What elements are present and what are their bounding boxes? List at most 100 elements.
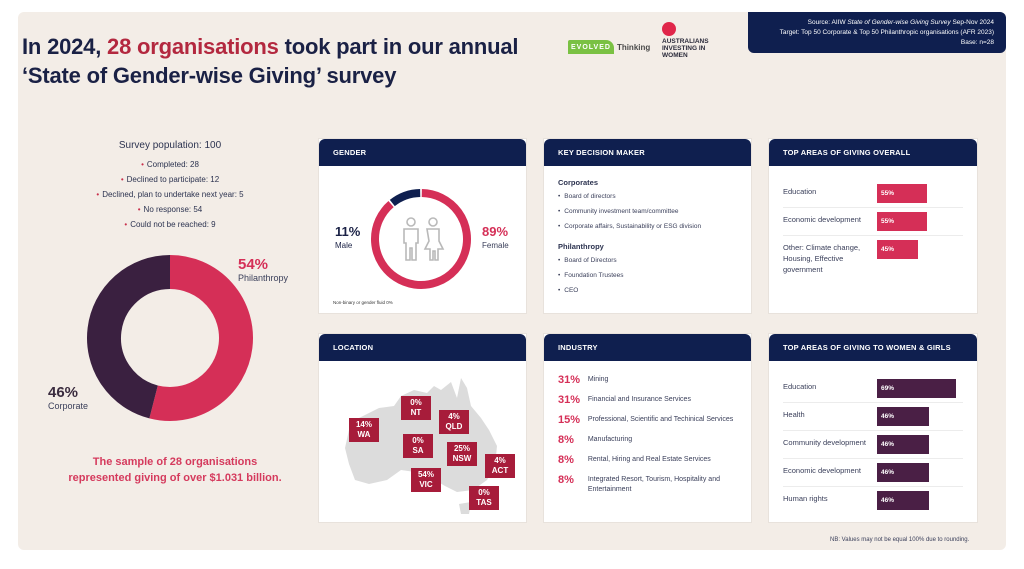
state-name: ACT: [491, 466, 509, 475]
industry-name: Integrated Resort, Tourism, Hospitality …: [587, 476, 720, 493]
survey-item: • Could not be reached: 9: [60, 217, 280, 232]
female-stat: 89% Female: [482, 224, 509, 250]
survey-item: • No response: 54: [60, 202, 280, 217]
source-box: Source: AIIW State of Gender-wise Giving…: [748, 12, 1006, 53]
bullet-icon: •: [558, 223, 561, 230]
industry-row: 8% Rental, Hiring and Real Estate Service…: [558, 454, 737, 466]
industry-name: Mining: [587, 376, 609, 383]
bar-label: Health: [783, 410, 805, 419]
industry-row: 31% Financial and Insurance Services: [558, 394, 737, 406]
top-women-card-title: TOP AREAS OF GIVING TO WOMEN & GIRLS: [769, 334, 977, 361]
state-pct: 25%: [453, 444, 470, 453]
bar-row: Economic development 55%: [783, 208, 963, 236]
list-item-text: CEO: [564, 287, 579, 294]
donut-slice-female: [371, 189, 471, 289]
philanthropy-label: 54% Philanthropy: [238, 256, 288, 283]
list-item-text: Foundation Trustees: [564, 272, 624, 279]
state-sa: 0% SA: [403, 434, 433, 458]
kdm-philanthropy-item: • Foundation Trustees: [558, 272, 737, 279]
rounding-note: NB: Values may not be equal 100% due to …: [830, 537, 970, 543]
state-vic: 54% VIC: [411, 468, 441, 492]
bar-label: Economic development: [783, 215, 861, 224]
survey-population: Survey population: 100 • Completed: 28 • De…: [60, 140, 280, 232]
industry-card-title: INDUSTRY: [544, 334, 751, 361]
donut-slice-corporate: [87, 255, 171, 419]
kdm-philanthropy-item: • CEO: [558, 287, 737, 294]
gender-card: GENDER 11% Male 89% Female Non-binary or…: [318, 138, 527, 314]
top-women-bar-chart: Education 69% Health 46% Community developme…: [769, 361, 977, 514]
logo-thinking-text: Thinking: [616, 42, 651, 52]
key-decision-maker-card: KEY DECISION MAKER Corporates • Board of …: [543, 138, 752, 314]
bar: 55%: [877, 184, 927, 203]
survey-item-text: Could not be reached: 9: [130, 220, 216, 229]
kdm-philanthropy-item: • Board of Directors: [558, 257, 737, 264]
kdm-corporate-item: • Corporate affairs, Sustainability or ES…: [558, 223, 737, 230]
bullet-icon: •: [124, 220, 128, 229]
donut-slice-male: [389, 189, 421, 207]
bar: 46%: [877, 491, 930, 510]
corporate-label: 46% Corporate: [48, 384, 88, 411]
state-pct: 14%: [355, 420, 372, 429]
industry-row: 15% Professional, Scientific and Techinic…: [558, 414, 737, 426]
bullet-icon: •: [558, 287, 561, 294]
bullet-icon: •: [137, 205, 141, 214]
industry-name: Manufacturing: [587, 436, 633, 443]
top-areas-overall-card: TOP AREAS OF GIVING OVERALL Education 55%…: [768, 138, 978, 314]
industry-name: Financial and Insurance Services: [587, 396, 691, 403]
bullet-icon: •: [141, 160, 144, 169]
base-line: Base: n=28: [960, 39, 994, 46]
location-card-title: LOCATION: [319, 334, 526, 361]
state-qld: 4% QLD: [439, 410, 469, 434]
industry-name: Professional, Scientific and Techinical …: [587, 416, 734, 423]
state-pct: 54%: [417, 470, 434, 479]
survey-item: • Completed: 28: [60, 157, 280, 172]
survey-item-text: Declined, plan to undertake next year: 5: [102, 190, 244, 199]
bar-row: Health 46%: [783, 403, 963, 431]
list-item-text: Corporate affairs, Sustainability or ESG…: [564, 223, 702, 230]
industry-pct: 8%: [558, 434, 574, 446]
state-pct: 0%: [410, 398, 422, 407]
kdm-corporates-list: • Board of directors • Community investment…: [558, 193, 737, 230]
bullet-icon: •: [96, 190, 100, 199]
title-highlight: 28 organisations: [107, 34, 279, 59]
state-name: NSW: [452, 454, 472, 463]
gender-card-title: GENDER: [319, 139, 526, 166]
bar-row: Education 55%: [783, 180, 963, 208]
state-name: QLD: [445, 422, 463, 431]
aiiw-logo: AUSTRALIANS INVESTING IN WOMEN: [662, 22, 712, 59]
bar-label: Human rights: [783, 494, 828, 503]
gender-note: Non-binary or gender fluid 0%: [333, 300, 393, 305]
industry-row: 8% Integrated Resort, Tourism, Hospitalit…: [558, 474, 737, 495]
state-name: WA: [357, 430, 371, 439]
location-card: LOCATION 14% WA 0% NT 4% QLD 0% SA 25% NSW 4% ACT 54…: [318, 333, 527, 523]
corporate-name: Corporate: [48, 401, 89, 411]
bar-row: Community development 46%: [783, 431, 963, 459]
industry-pct: 15%: [558, 414, 581, 426]
aiiw-dot-icon: [662, 22, 676, 36]
evolved-thinking-logo: EVOLVED Thinking: [568, 40, 650, 54]
bar: 46%: [877, 463, 930, 482]
industry-name: Rental, Hiring and Real Estate Services: [587, 456, 711, 463]
bar-row: Other: Climate change, Housing, Effectiv…: [783, 236, 963, 279]
industry-card: INDUSTRY 31% Mining 31% Financial and Insur…: [543, 333, 752, 523]
industry-pct: 31%: [558, 374, 581, 386]
bar: 69%: [877, 379, 956, 398]
state-nsw: 25% NSW: [447, 442, 477, 466]
industry-pct: 8%: [558, 454, 574, 466]
bullet-icon: •: [558, 208, 561, 215]
title-text-rest: took part in our annual ‘State of Gender…: [22, 34, 519, 88]
bullet-icon: •: [558, 193, 561, 200]
bullet-icon: •: [120, 175, 124, 184]
state-pct: 0%: [478, 488, 490, 497]
sample-summary: The sample of 28 organisations represent…: [68, 456, 282, 484]
industry-row: 8% Manufacturing: [558, 434, 737, 446]
bullet-icon: •: [558, 272, 561, 279]
top-overall-bar-chart: Education 55% Economic development 55% Other…: [769, 166, 977, 279]
survey-item-text: No response: 54: [143, 205, 203, 214]
industry-pct: 8%: [558, 474, 574, 486]
kdm-corporate-item: • Community investment team/committee: [558, 208, 737, 215]
source-line: Source: AIIW State of Gender-wise Giving…: [807, 19, 994, 26]
logo-evolved-text: EVOLVED: [568, 40, 614, 54]
bar-label: Community development: [783, 438, 866, 447]
industry-pct: 31%: [558, 394, 581, 406]
